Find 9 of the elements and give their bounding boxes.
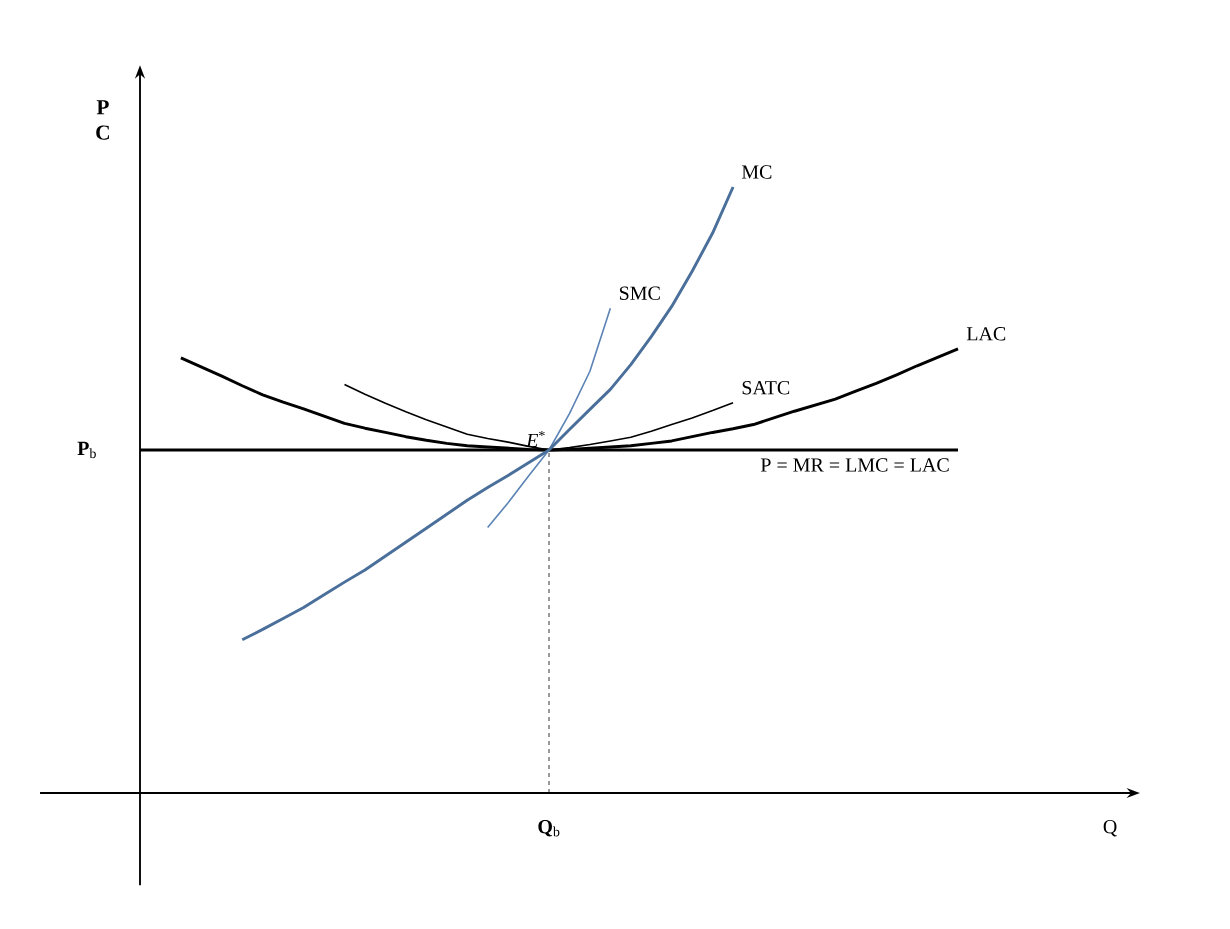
series-label: MC: [741, 165, 772, 179]
series-label: SATC: [742, 381, 790, 395]
text: Q$_{b}$: [538, 819, 560, 837]
text: Q: [1103, 819, 1117, 837]
y-axis-title: P C: [96, 100, 109, 140]
series-label: P = MR = LMC = LAC: [760, 458, 949, 472]
series-label: SMC: [619, 286, 660, 300]
text: P$_{b}$: [77, 441, 96, 459]
series-label: LAC: [966, 327, 1006, 341]
